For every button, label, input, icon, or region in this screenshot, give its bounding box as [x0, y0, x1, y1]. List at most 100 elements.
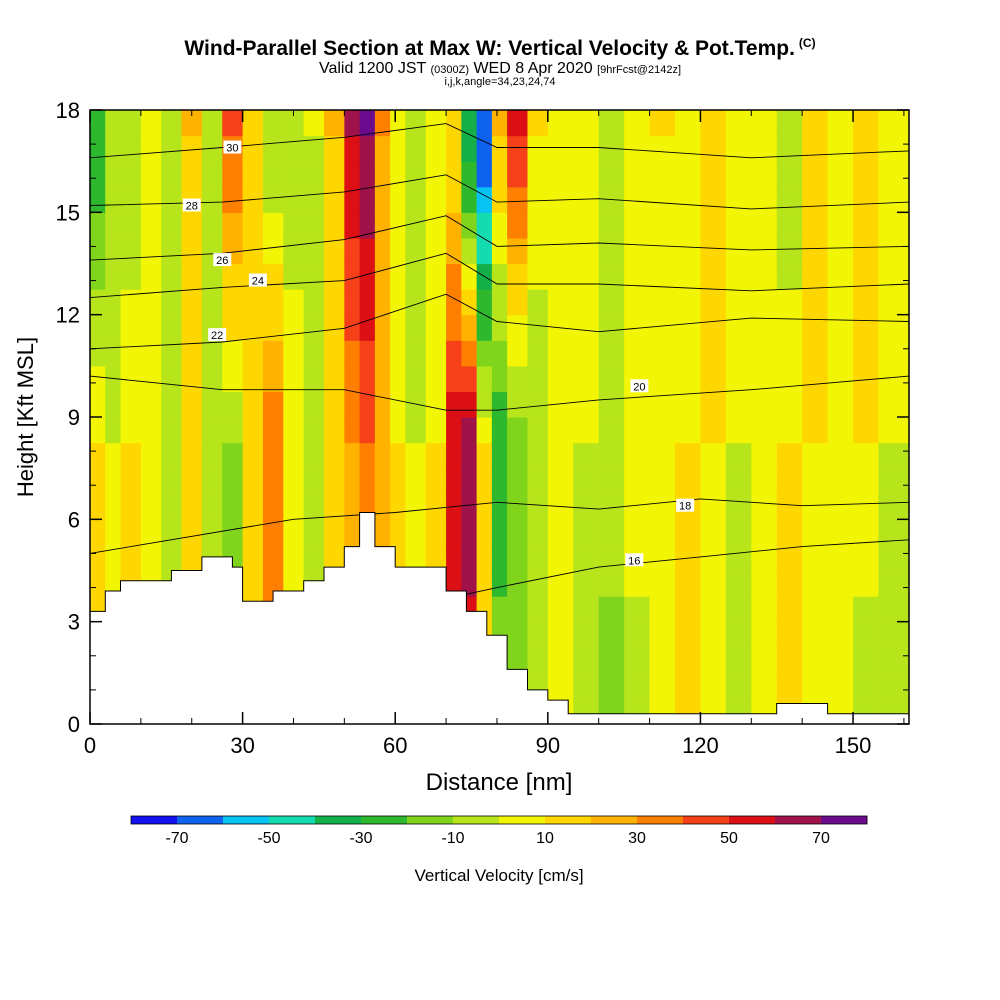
terrain — [90, 512, 909, 724]
velocity-cell — [390, 493, 406, 520]
velocity-cell — [405, 110, 427, 137]
velocity-cell — [598, 391, 625, 418]
velocity-cell — [405, 442, 427, 469]
velocity-cell — [262, 186, 284, 213]
velocity-cell — [527, 442, 549, 469]
velocity-cell — [853, 442, 880, 469]
velocity-cell — [853, 519, 880, 546]
velocity-cell — [461, 186, 478, 213]
velocity-cell — [802, 391, 829, 418]
velocity-cell — [476, 417, 493, 444]
velocity-cell — [390, 340, 406, 367]
velocity-cell — [120, 237, 142, 265]
velocity-cell — [527, 621, 549, 648]
velocity-cell — [461, 161, 478, 188]
velocity-cell — [324, 263, 345, 290]
velocity-cell — [262, 314, 284, 341]
velocity-cell — [624, 442, 651, 469]
velocity-cell — [802, 468, 829, 495]
velocity-cell — [405, 237, 427, 265]
velocity-cell — [624, 340, 651, 367]
velocity-cell — [527, 468, 549, 495]
velocity-cell — [283, 110, 305, 137]
grid-info: i,j,k,angle=34,23,24,74 — [444, 76, 556, 88]
velocity-cell — [507, 493, 529, 520]
velocity-cell — [700, 314, 727, 341]
velocity-cell — [120, 161, 142, 188]
colorbar: -70 -50 -30 -10 10 30 50 70 — [130, 815, 868, 847]
velocity-cell — [700, 468, 727, 495]
velocity-cell — [675, 186, 702, 213]
colorbar-label: Vertical Velocity [cm/s] — [414, 866, 583, 885]
velocity-cell — [675, 212, 702, 239]
velocity-cell — [827, 110, 854, 137]
velocity-cell — [105, 237, 122, 265]
velocity-cell — [878, 493, 909, 520]
velocity-cell — [547, 468, 574, 495]
velocity-cell — [201, 161, 223, 188]
velocity-cell — [547, 340, 574, 367]
theta-contour — [90, 174, 909, 210]
velocity-cell — [405, 135, 427, 162]
velocity-cell — [201, 186, 223, 213]
velocity-cell — [507, 237, 529, 265]
velocity-cell — [181, 519, 203, 546]
velocity-cell — [573, 365, 600, 393]
velocity-cell — [802, 493, 829, 520]
velocity-cell — [303, 263, 325, 290]
velocity-cell — [303, 340, 325, 367]
velocity-cell — [405, 314, 427, 341]
velocity-cell — [878, 161, 909, 188]
velocity-cell — [120, 468, 142, 495]
velocity-cell — [242, 289, 264, 316]
velocity-cell — [507, 186, 529, 213]
velocity-cell — [675, 340, 702, 367]
velocity-cell — [344, 186, 361, 213]
velocity-cell — [425, 314, 447, 341]
velocity-cell — [242, 135, 264, 162]
velocity-cell — [120, 442, 142, 469]
velocity-cell — [725, 468, 752, 495]
velocity-cell — [751, 596, 778, 623]
velocity-cell — [853, 391, 880, 418]
velocity-cell — [90, 570, 106, 597]
velocity-cell — [527, 340, 549, 367]
velocity-cell — [262, 570, 284, 597]
velocity-cell — [827, 212, 854, 239]
velocity-cell — [476, 186, 493, 213]
velocity-cell — [507, 519, 529, 546]
velocity-cell — [802, 570, 829, 597]
velocity-cell — [827, 596, 854, 623]
velocity-cell — [700, 365, 727, 393]
x-axis-label: Distance [nm] — [426, 769, 573, 796]
velocity-cell — [776, 340, 803, 367]
velocity-cell — [359, 237, 376, 265]
velocity-cell — [161, 263, 183, 290]
velocity-cell — [491, 340, 508, 367]
velocity-cell — [120, 417, 142, 444]
velocity-cell — [491, 289, 508, 316]
velocity-cell — [390, 135, 406, 162]
velocity-cell — [547, 365, 574, 393]
velocity-cell — [161, 314, 183, 341]
colorbar-swatch — [315, 816, 362, 824]
velocity-cell — [700, 442, 727, 469]
velocity-cell — [700, 596, 727, 623]
velocity-cell — [344, 519, 361, 546]
velocity-cell — [827, 417, 854, 444]
velocity-cell — [405, 544, 427, 572]
velocity-cell — [344, 314, 361, 341]
velocity-cell — [776, 289, 803, 316]
velocity-cell — [624, 289, 651, 316]
velocity-cell — [105, 570, 122, 597]
y-tick-label: 3 — [68, 610, 80, 635]
velocity-cell — [598, 263, 625, 290]
velocity-cell — [507, 263, 529, 290]
velocity-cell — [598, 468, 625, 495]
velocity-cell — [425, 263, 447, 290]
velocity-cell — [827, 519, 854, 546]
theta-contours — [90, 123, 909, 633]
colorbar-swatch — [775, 816, 822, 824]
velocity-cell — [853, 110, 880, 137]
velocity-cell — [161, 519, 183, 546]
